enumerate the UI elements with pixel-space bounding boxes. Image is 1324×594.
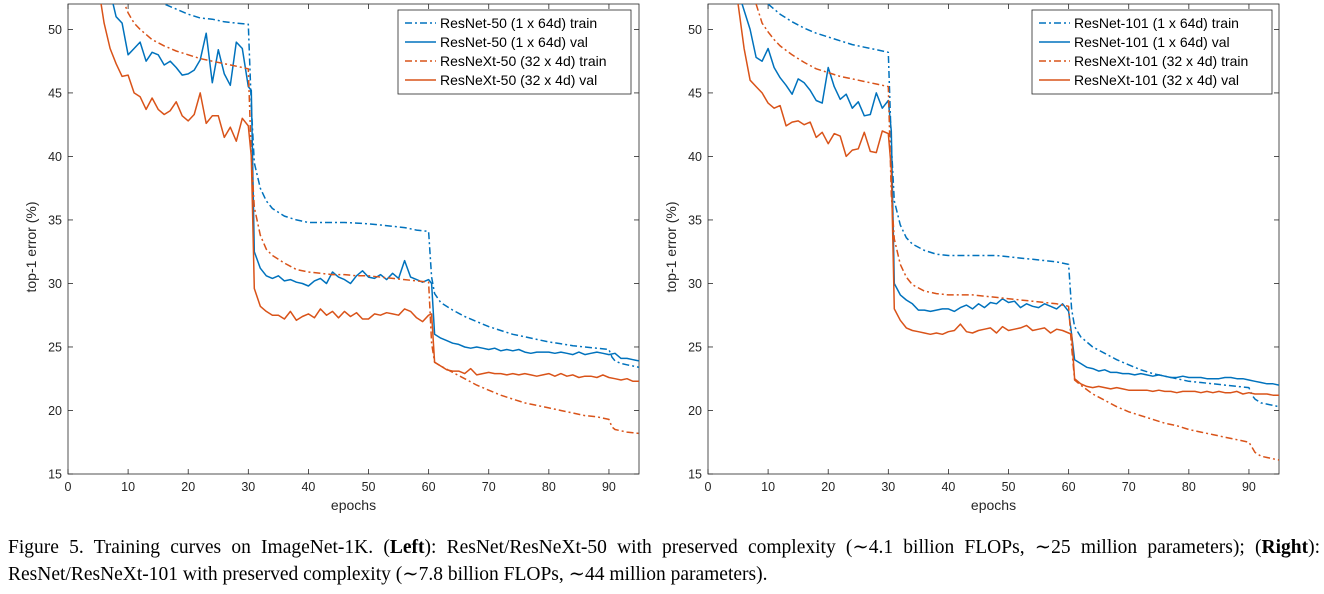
- caption-middle: ): ResNet/ResNeXt-50 with preserved comp…: [424, 537, 1262, 558]
- right-y-tick-label: 15: [688, 468, 702, 482]
- left-x-tick-label: 30: [241, 480, 255, 494]
- left-x-axis-label: epochs: [331, 497, 376, 513]
- left-y-tick-label: 30: [48, 277, 62, 291]
- right-y-tick-label: 25: [688, 340, 702, 354]
- left-x-tick-label: 10: [121, 480, 135, 494]
- legend-entry: ResNeXt-50 (32 x 4d) val: [440, 72, 597, 88]
- left-legend-box: [397, 9, 632, 95]
- series-line-resnet-50-1-x-64d-val: [112, 4, 639, 362]
- right-y-tick-label: 20: [688, 404, 702, 418]
- right-y-tick-label: 50: [688, 23, 702, 37]
- left-x-tick-label: 90: [602, 480, 616, 494]
- left-x-tick-label: 70: [482, 480, 496, 494]
- right-y-axis-label: top-1 error (%): [663, 201, 679, 292]
- series-line-resnext-101-32-x-4d-val: [737, 4, 1279, 396]
- series-line-resnext-50-32-x-4d-val: [100, 4, 639, 383]
- left-y-tick-label: 40: [48, 150, 62, 164]
- right-x-tick-label: 40: [941, 480, 955, 494]
- caption-suffix: ): ResNet/ResNeXt-101 with preserved com…: [8, 537, 1321, 585]
- left-training-curves-chart: 0 10 20 30 40 50 60 70 80 90 15 20 25 30 35 40 45 50 epoch…: [23, 3, 640, 513]
- left-x-tick-label: 80: [542, 480, 556, 494]
- right-x-tick-label: 60: [1062, 480, 1076, 494]
- left-x-tick-label: 20: [181, 480, 195, 494]
- left-x-tick-label: 40: [301, 480, 315, 494]
- left-plot-frame: [67, 3, 640, 475]
- left-legend: ResNet-50 (1 x 64d) train ResNet-50 (1 x …: [397, 9, 632, 95]
- right-x-tick-label: 90: [1242, 480, 1256, 494]
- series-line-resnext-50-32-x-4d-train: [123, 4, 639, 435]
- series-line-resnext-101-32-x-4d-train: [755, 4, 1279, 461]
- figure-caption: Figure 5. Training curves on ImageNet-1K…: [8, 534, 1320, 588]
- left-y-tick-label: 45: [48, 86, 62, 100]
- left-y-tick-label: 15: [48, 468, 62, 482]
- legend-entry: ResNet-50 (1 x 64d) val: [440, 34, 588, 50]
- right-x-tick-label: 20: [821, 480, 835, 494]
- right-x-tick-label: 80: [1182, 480, 1196, 494]
- right-legend-box: [1031, 9, 1273, 95]
- right-y-tick-label: 30: [688, 277, 702, 291]
- legend-entry: ResNeXt-101 (32 x 4d) train: [1074, 53, 1248, 69]
- right-series-group: [737, 4, 1279, 461]
- left-x-tick-label: 0: [65, 480, 72, 494]
- series-line-resnet-50-1-x-64d-train: [162, 4, 639, 369]
- legend-entry: ResNet-101 (1 x 64d) val: [1074, 34, 1230, 50]
- right-legend: ResNet-101 (1 x 64d) train ResNet-101 (1 …: [1031, 9, 1273, 95]
- legend-entry: ResNet-101 (1 x 64d) train: [1074, 15, 1239, 31]
- left-y-axis-label: top-1 error (%): [23, 201, 39, 292]
- right-x-tick-label: 10: [761, 480, 775, 494]
- left-y-tick-label: 35: [48, 213, 62, 227]
- legend-entry: ResNeXt-101 (32 x 4d) val: [1074, 72, 1239, 88]
- right-x-axis-label: epochs: [971, 497, 1016, 513]
- legend-entry: ResNeXt-50 (32 x 4d) train: [440, 53, 607, 69]
- right-y-tick-label: 45: [688, 86, 702, 100]
- right-x-tick-label: 50: [1002, 480, 1016, 494]
- left-y-tick-label: 20: [48, 404, 62, 418]
- right-training-curves-chart: 0 10 20 30 40 50 60 70 80 90 15 20 25 30 35 40 45 50 epoch…: [663, 3, 1280, 513]
- right-y-tick-label: 35: [688, 213, 702, 227]
- left-x-tick-label: 50: [362, 480, 376, 494]
- right-x-tick-label: 30: [881, 480, 895, 494]
- left-y-tick-label: 25: [48, 340, 62, 354]
- series-line-resnet-101-1-x-64d-train: [767, 4, 1279, 408]
- left-series-group: [100, 4, 639, 435]
- right-plot-frame: [707, 3, 1280, 475]
- left-x-tick-label: 60: [422, 480, 436, 494]
- caption-prefix: Figure 5. Training curves on ImageNet-1K…: [8, 537, 390, 558]
- legend-entry: ResNet-50 (1 x 64d) train: [440, 15, 597, 31]
- caption-left-bold: Left: [389, 537, 425, 558]
- right-x-tick-label: 70: [1122, 480, 1136, 494]
- right-y-tick-label: 40: [688, 150, 702, 164]
- right-x-tick-label: 0: [705, 480, 712, 494]
- caption-right-bold: Right: [1261, 537, 1309, 558]
- left-y-tick-label: 50: [48, 23, 62, 37]
